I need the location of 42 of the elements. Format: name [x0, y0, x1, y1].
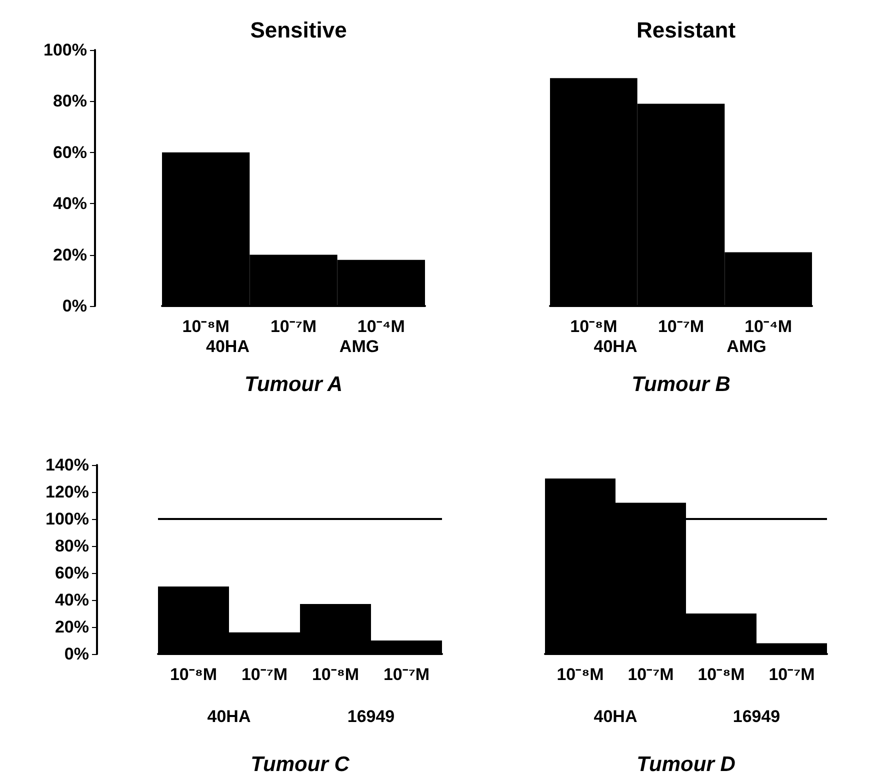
x-tick-label: 10⁻⁴M — [744, 317, 792, 336]
x-tick-label: 10⁻⁷M — [241, 665, 288, 684]
x-tick-label: 10⁻⁷M — [768, 665, 815, 684]
y-tick-label: 80% — [52, 92, 87, 111]
chart-title: Sensitive — [250, 18, 347, 42]
text: 40HA — [207, 707, 251, 726]
text: 40HA — [594, 337, 638, 356]
y-tick-label: 100% — [46, 510, 89, 528]
x-tick-label: 10⁻⁸M — [170, 665, 218, 684]
x-axis-title: Tumour D — [636, 753, 736, 776]
x-axis-title: Tumour A — [244, 373, 342, 396]
y-tick-label: 60% — [54, 564, 89, 582]
y-tick-label: 120% — [46, 482, 89, 502]
text: 16949 — [347, 707, 395, 726]
y-tick-label: 0% — [62, 296, 87, 316]
y-tick-label: 40% — [52, 194, 87, 214]
y-tick-label: 20% — [52, 245, 87, 264]
y-tick-label: 140% — [46, 456, 89, 474]
text: 16949 — [732, 707, 780, 726]
y-tick-label: 60% — [52, 142, 87, 162]
text: AMG — [726, 337, 766, 356]
text: 40HA — [594, 707, 638, 726]
y-tick-label: 0% — [64, 644, 89, 664]
x-tick-label: 10⁻⁸M — [556, 665, 604, 684]
text: 40HA — [206, 337, 250, 356]
y-tick-label: 20% — [54, 618, 89, 636]
x-tick-label: 10⁻⁸M — [698, 665, 745, 684]
x-tick-label: 10⁻⁴M — [357, 317, 405, 336]
y-tick-label: 100% — [44, 40, 87, 60]
text: AMG — [339, 337, 380, 356]
x-tick-label: 10⁻⁸M — [182, 317, 230, 336]
x-tick-label: 10⁻⁷M — [628, 665, 674, 684]
y-tick-label: 80% — [54, 536, 89, 556]
chart-title: Resistant — [636, 18, 736, 42]
y-tick-label: 40% — [54, 590, 89, 610]
x-axis-title: Tumour C — [250, 753, 350, 776]
x-tick-label: 10⁻⁷M — [270, 317, 317, 336]
x-tick-label: 10⁻⁸M — [312, 665, 360, 684]
x-axis-title: Tumour B — [632, 373, 730, 396]
x-tick-label: 10⁻⁷M — [658, 317, 704, 336]
x-tick-label: 10⁻⁸M — [570, 317, 618, 336]
x-tick-label: 10⁻⁷M — [383, 665, 430, 684]
